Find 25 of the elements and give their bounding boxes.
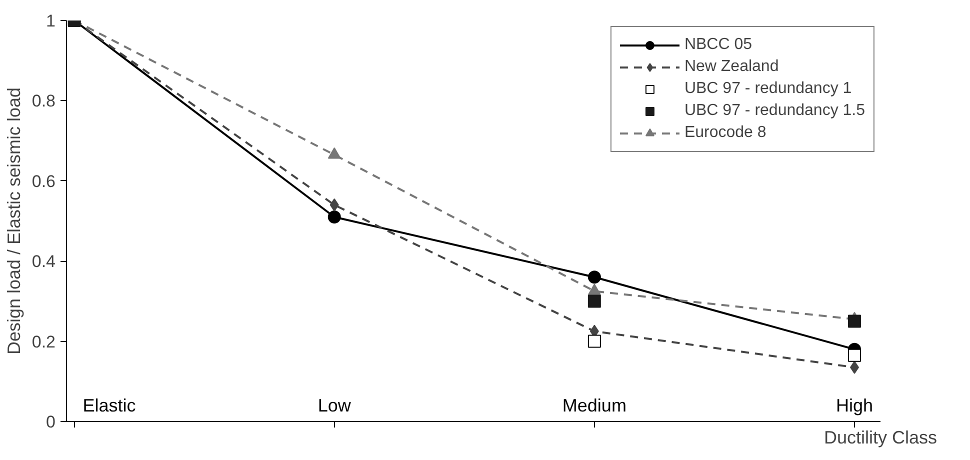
x-axis-title: Ductility Class bbox=[824, 428, 938, 448]
y-axis-title: Design load / Elastic seismic load bbox=[4, 87, 24, 355]
legend-label: UBC 97 - redundancy 1.5 bbox=[684, 101, 865, 121]
point bbox=[588, 270, 601, 284]
y-tick-label: 1 bbox=[46, 12, 56, 30]
legend-label: New Zealand bbox=[684, 57, 779, 77]
point bbox=[328, 210, 341, 224]
x-tick-label: Medium bbox=[562, 396, 626, 416]
x-tick-label: High bbox=[836, 396, 874, 416]
point bbox=[850, 360, 859, 374]
point bbox=[588, 334, 601, 348]
y-tick-label: 0.2 bbox=[32, 332, 56, 352]
point bbox=[330, 198, 339, 212]
x-tick-label: Elastic bbox=[82, 396, 136, 416]
y-tick-label: 0.4 bbox=[32, 252, 56, 272]
legend-label: NBCC 05 bbox=[684, 35, 752, 55]
y-tick-label: 0 bbox=[46, 412, 56, 432]
legend-label: UBC 97 - redundancy 1 bbox=[684, 79, 852, 99]
legend-label: Eurocode 8 bbox=[684, 123, 766, 143]
y-tick-label: 0.6 bbox=[32, 172, 56, 191]
point bbox=[848, 348, 861, 362]
point bbox=[848, 314, 861, 328]
y-tick-label: 0.8 bbox=[32, 92, 56, 111]
x-tick-label: Low bbox=[318, 396, 352, 416]
point bbox=[588, 294, 601, 308]
